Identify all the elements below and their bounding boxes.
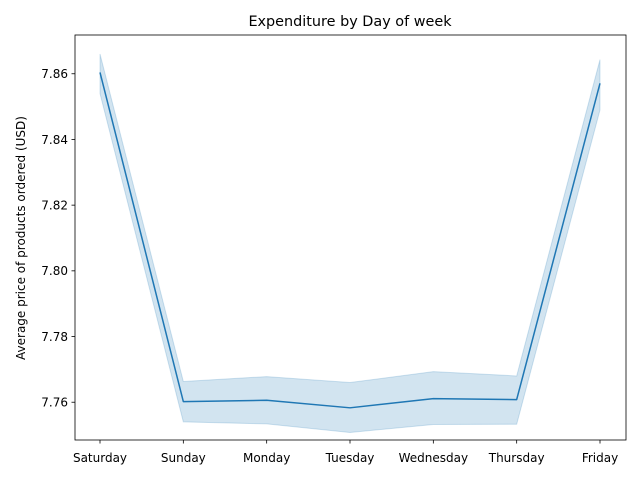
y-tick-label: 7.82 [41, 198, 68, 212]
chart-title: Expenditure by Day of week [248, 14, 452, 30]
y-tick-label: 7.84 [41, 133, 68, 147]
plot-frame [74, 34, 627, 441]
data-point [349, 407, 351, 409]
x-tick-label: Thursday [488, 451, 545, 465]
x-tick-label: Wednesday [399, 451, 468, 465]
y-tick-label: 7.78 [41, 330, 68, 344]
data-point [432, 398, 434, 400]
confidence-band [99, 53, 601, 433]
y-tick-label: 7.86 [41, 67, 68, 81]
x-tick-label: Saturday [73, 451, 127, 465]
x-tick-label: Friday [582, 451, 618, 465]
x-tick-label: Monday [243, 451, 290, 465]
plot-area [99, 53, 601, 433]
x-tick-label: Tuesday [325, 451, 375, 465]
series-line [99, 72, 601, 409]
x-axis: Saturday Sunday Monday Tuesday Wednesday Thur… [73, 440, 618, 465]
data-point [516, 399, 518, 401]
y-axis-label: Average price of products ordered (USD) [14, 116, 28, 360]
data-point [182, 401, 184, 403]
data-point [266, 399, 268, 401]
y-tick-label: 7.76 [41, 396, 68, 410]
data-point [599, 82, 601, 84]
data-point [99, 71, 101, 73]
y-tick-label: 7.80 [41, 264, 68, 278]
x-tick-label: Sunday [161, 451, 206, 465]
y-axis: 7.76 7.78 7.80 7.82 7.84 7.86 [41, 67, 75, 410]
